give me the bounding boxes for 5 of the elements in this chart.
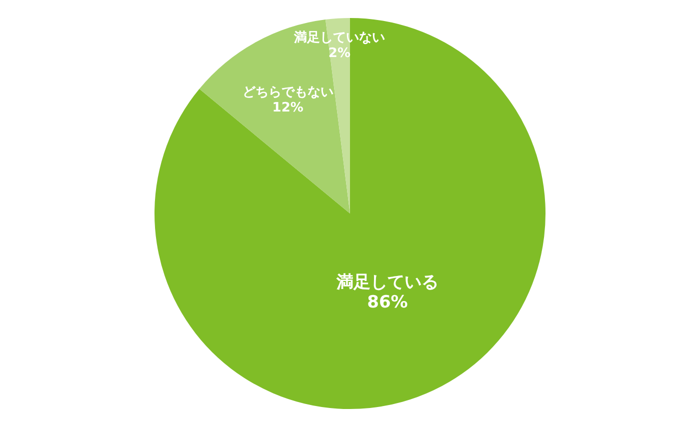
data-label: 12% bbox=[272, 100, 304, 116]
slice-label: どちらでもない bbox=[242, 85, 334, 100]
data-label: 86% bbox=[367, 292, 408, 313]
slice-label: 満足している bbox=[335, 272, 438, 292]
slice-label: 満足していない bbox=[292, 30, 385, 46]
